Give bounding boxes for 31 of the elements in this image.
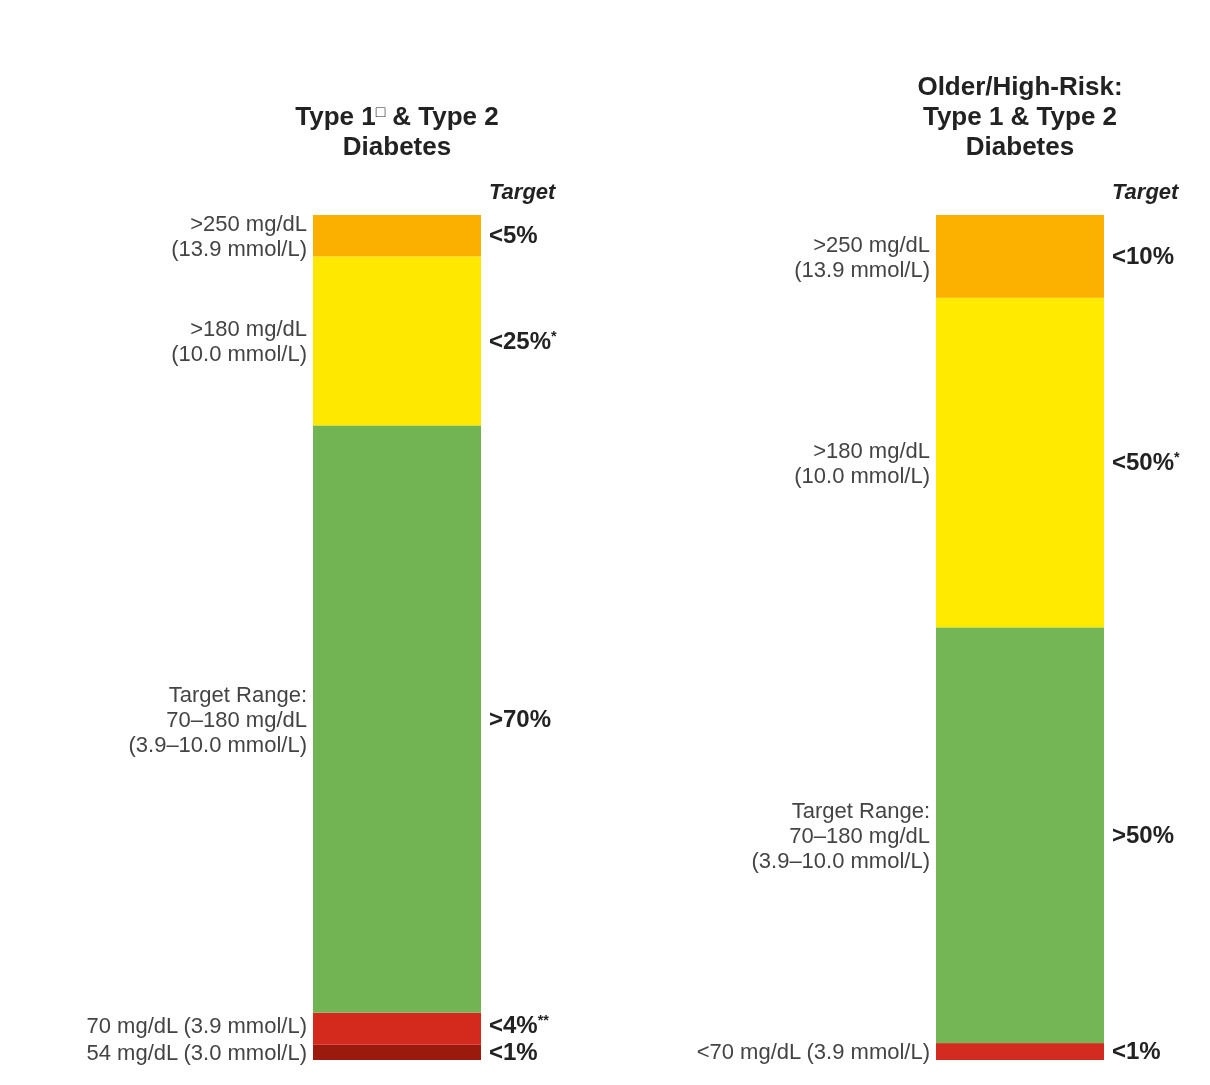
series-label: <70 mg/dL (3.9 mmol/L): [696, 1039, 930, 1065]
series-label: >250 mg/dL (13.9 mmol/L): [171, 210, 307, 261]
bar: [313, 1044, 481, 1060]
chart-title: Type 1$^{□}$ & Type 2 Diabetes: [295, 101, 499, 161]
bar: [313, 256, 481, 426]
bar: [313, 215, 481, 257]
series-label: >180 mg/dL (10.0 mmol/L): [794, 437, 930, 488]
text: <10%: [1112, 242, 1175, 270]
text: <50%$^{*}$: [1112, 448, 1181, 476]
series-label: 54 mg/dL (3.0 mmol/L): [86, 1040, 307, 1066]
text: Target: [489, 179, 558, 204]
series-label: >250 mg/dL (13.9 mmol/L): [794, 231, 930, 282]
text: <4%$^{**}$: [489, 1011, 550, 1039]
text: <1%: [1112, 1037, 1161, 1065]
series-label: Target Range: 70–180 mg/dL (3.9–10.0 mmol/L): [751, 797, 930, 873]
bar: [936, 297, 1104, 628]
bar: [936, 627, 1104, 1044]
text: >70%: [489, 704, 552, 732]
bar: [936, 1043, 1104, 1060]
text: <5%: [489, 221, 538, 249]
text: Target: [1112, 179, 1181, 204]
chart-title: Older/High-Risk: Type 1 & Type 2 Diabetes: [917, 71, 1123, 161]
bar: [313, 1012, 481, 1045]
text: <25%$^{*}$: [489, 326, 558, 354]
text: >50%: [1112, 820, 1175, 848]
bar: [936, 215, 1104, 298]
bar: [313, 425, 481, 1013]
series-label: >180 mg/dL (10.0 mmol/L): [171, 316, 307, 367]
text: <1%: [489, 1038, 538, 1066]
series-label: Target Range: 70–180 mg/dL (3.9–10.0 mmol/L): [128, 681, 307, 757]
series-label: 70 mg/dL (3.9 mmol/L): [86, 1013, 307, 1039]
